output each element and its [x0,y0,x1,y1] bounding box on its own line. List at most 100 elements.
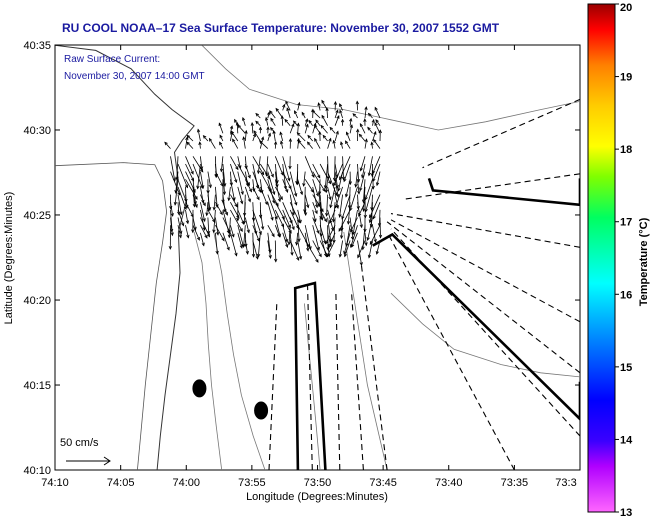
current-vector-head [202,135,207,139]
current-vector [282,217,292,234]
current-vector [322,135,328,142]
current-vector [379,209,381,227]
current-vector [207,209,216,223]
y-tick-label: 40:20 [23,295,51,307]
current-vector-head [369,241,373,245]
current-vector [312,240,322,257]
current-vector-head [235,166,239,171]
current-vector [209,138,216,149]
current-vector-head [275,202,279,207]
current-vector [186,135,194,142]
current-vector [200,209,205,231]
current-vector-head [367,254,372,259]
current-vector [228,217,231,238]
current-vector [170,156,176,182]
current-vector [349,118,352,126]
current-vector [363,179,366,203]
current-vector-head [170,232,174,237]
current-vector [374,122,381,134]
current-vector [244,194,246,216]
current-vector [266,156,269,176]
current-vector-head [270,117,274,122]
transect-outline [427,177,580,207]
current-vector [252,179,255,192]
current-vector-head [297,101,301,106]
current-vector-head [308,119,312,124]
current-vector-head [315,192,319,197]
current-vector-head [357,190,361,195]
current-vector-head [359,262,363,267]
current-vector-head [202,202,206,207]
current-vector-head [244,129,248,134]
current-vector-head [201,242,205,247]
current-vector [289,194,295,215]
current-vector [358,134,366,142]
current-vector [244,130,247,142]
current-vector-head [358,212,362,217]
current-vector [274,156,284,176]
current-vector [319,194,323,220]
current-vector [304,225,311,250]
current-vector-head [373,130,377,135]
x-axis-label: Longitude (Degrees:Minutes) [246,491,388,503]
current-vector-head [247,198,251,203]
x-tick-label: 73:40 [435,477,463,489]
current-vector [376,240,381,255]
current-vector-head [372,215,376,220]
current-vector [230,156,239,170]
current-vector-head [194,196,198,200]
colorbar-ticks: 13 14 15 16 17 18 19 20 [615,2,633,518]
current-vector [342,156,344,180]
current-vector-head [184,184,189,189]
current-vector-head [343,250,347,255]
station-marker [254,401,269,420]
reference-vector-label: 50 cm/s [60,437,99,449]
current-vector [259,179,263,193]
colorbar-tick-label: 19 [620,72,632,84]
current-vector-head [234,203,238,208]
current-vector [319,163,331,184]
x-tick-label: 73:45 [369,477,397,489]
current-vector-head [349,117,353,122]
map-layer [55,45,580,470]
current-vector-head [223,208,227,213]
current-vector-head [275,184,279,188]
current-vector [185,179,198,200]
current-vector [222,209,230,234]
current-vector [297,140,306,149]
dashed-ray [360,262,388,470]
current-vector-head [267,175,271,180]
current-vector-head [321,114,325,119]
current-vector [251,122,254,134]
current-vector-head [317,203,321,208]
current-vector [319,217,322,237]
current-vector [312,209,316,222]
current-vector-head [220,182,224,187]
current-vector [355,171,358,187]
current-vector [312,163,321,178]
current-vector [327,138,332,149]
current-vector-head [356,128,360,133]
current-vector-head [215,204,219,209]
current-vector-head [196,185,200,190]
current-vector [321,100,328,111]
current-vector-head [280,115,284,120]
current-vector [270,127,276,134]
current-vector [373,139,381,149]
current-vector [237,225,244,247]
current-vector-head [226,230,230,235]
current-vector [274,141,277,149]
current-vector-head [348,181,352,186]
current-vector-head [315,259,319,263]
current-vector-head [292,120,297,124]
current-vector-head [247,174,251,179]
current-vector-head [242,212,247,217]
colorbar-tick-label: 13 [620,507,632,518]
current-vector-head [246,229,250,234]
current-vector-head [185,220,190,225]
current-vector [220,156,224,172]
current-vector-head [344,193,349,198]
current-vector-head [333,182,337,187]
current-vector [267,112,270,119]
current-vector [267,232,271,253]
